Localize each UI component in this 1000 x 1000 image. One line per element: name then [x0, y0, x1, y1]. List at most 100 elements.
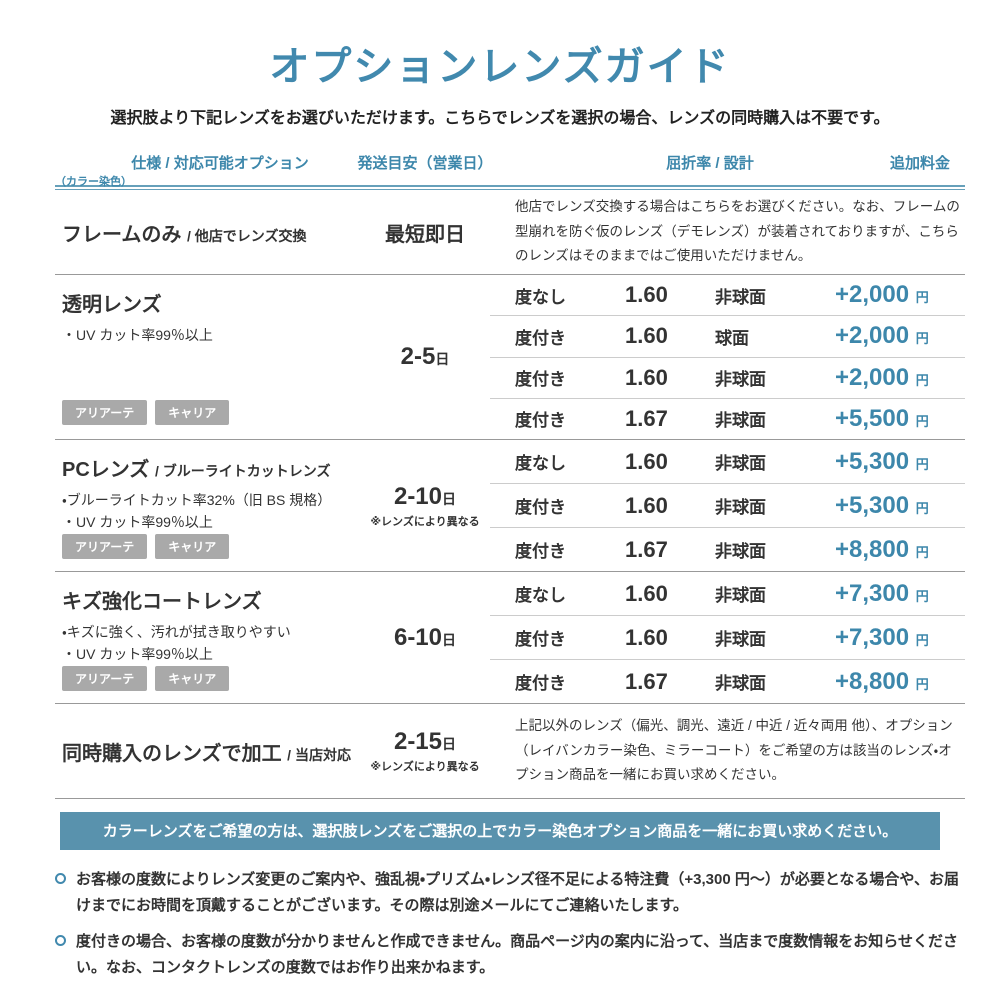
spec-cell: 透明レンズ ・UV カット率99％以上 アリアーテ キャリア	[55, 275, 360, 439]
column-header-spec-label: 仕様 / 対応可能オプション	[131, 155, 309, 172]
price-unit: 円	[915, 290, 929, 306]
shipping-cell: 2-15日 ※レンズにより異なる	[360, 704, 490, 798]
shipping-cell: 最短即日	[360, 190, 490, 274]
rx-type: 度付き	[515, 498, 566, 517]
spec-cell: キズ強化コートレンズ ・キズに強く、汚れが拭き取りやすい ・UV カット率99％…	[55, 572, 360, 703]
refractive-index: 1.67	[625, 536, 668, 562]
feature-item: ・ブルーライトカット率32%（旧 BS 規格）	[62, 492, 332, 508]
feature-item: ・キズに強く、汚れが拭き取りやすい	[62, 624, 291, 640]
circle-bullet-icon	[55, 935, 66, 946]
price-amount: +7,300	[835, 579, 910, 607]
refractive-index: 1.60	[625, 492, 668, 518]
section-name: PCレンズ	[62, 459, 150, 481]
badge-caria: キャリア	[155, 400, 230, 425]
shipping-days: 6-10	[393, 623, 443, 651]
shipping-time: 6-10日	[394, 624, 456, 652]
price-amount: +8,800	[835, 535, 910, 563]
price: +2,000 円	[835, 281, 929, 309]
section-title: キズ強化コートレンズ	[62, 585, 360, 614]
footnote-item: お客様の度数によりレンズ変更のご案内や、強乱視・プリズム・レンズ径不足による特注…	[55, 867, 965, 918]
option-row: 度なし 1.60 非球面 +7,300 円	[490, 572, 965, 616]
section-scratch-coat-lens: キズ強化コートレンズ ・キズに強く、汚れが拭き取りやすい ・UV カット率99％…	[55, 572, 965, 704]
price-amount: +5,300	[835, 491, 910, 519]
rx-type: 度なし	[515, 287, 566, 307]
lens-design: 非球面	[715, 411, 766, 431]
feature-list: ・UV カット率99％以上	[62, 324, 360, 346]
circle-bullet-icon	[55, 873, 66, 884]
page-title: オプションレンズガイド	[269, 45, 731, 89]
section-name-sub: / 他店でレンズ交換	[186, 227, 307, 244]
column-header-shipping: 発送目安（営業日）	[357, 155, 493, 172]
section-description-text: 他店でレンズ交換する場合はこちらをお選びください。なお、フレームの型崩れを防ぐ仮…	[515, 198, 960, 264]
price-unit: 円	[915, 632, 929, 648]
section-description-text: 上記以外のレンズ（偏光、調光、遠近 / 中近 / 近々両用 他）、オプション（レ…	[515, 717, 953, 783]
price-unit: 円	[915, 676, 929, 692]
price: +2,000 円	[835, 322, 929, 350]
shipping-days: 2-15	[393, 728, 443, 755]
column-header-index-design: 屈折率 / 設計	[666, 155, 754, 172]
color-lens-banner: カラーレンズをご希望の方は、選択肢レンズをご選択の上でカラー染色オプション商品を…	[60, 812, 940, 850]
lens-design: 非球面	[715, 542, 766, 561]
lens-design: 非球面	[715, 630, 766, 649]
section-title: PCレンズ / ブルーライトカットレンズ	[62, 453, 360, 482]
column-header-spec-note: （カラー染色）	[55, 176, 132, 188]
section-pc-lens: PCレンズ / ブルーライトカットレンズ ・ブルーライトカット率32%（旧 BS…	[55, 440, 965, 572]
rx-type: 度付き	[515, 542, 566, 561]
refractive-index: 1.60	[625, 364, 668, 390]
badge-caria: キャリア	[155, 533, 230, 559]
shipping-cell: 2-10日 ※レンズにより異なる	[360, 440, 490, 571]
shipping-cell: 6-10日	[360, 572, 490, 703]
price-amount: +2,000	[835, 363, 910, 391]
shipping-note: ※レンズにより異なる	[370, 761, 480, 773]
rx-type: 度なし	[515, 586, 566, 605]
price-unit: 円	[915, 544, 929, 560]
spec-cell: 同時購入のレンズで加工 / 当店対応	[55, 704, 360, 798]
section-title: 透明レンズ	[62, 288, 360, 317]
shipping-unit: 日	[442, 490, 457, 507]
option-rows: 度なし 1.60 非球面 +7,300 円 度付き 1.60 非球面 +7,30…	[490, 572, 965, 703]
refractive-index: 1.67	[625, 668, 668, 694]
table-header-row: 仕様 / 対応可能オプション （カラー染色） 発送目安（営業日） 屈折率 / 設計…	[55, 152, 965, 188]
section-name-sub: / 当店対応	[287, 746, 351, 763]
price-amount: +8,800	[835, 667, 910, 695]
footnote-list: お客様の度数によりレンズ変更のご案内や、強乱視・プリズム・レンズ径不足による特注…	[55, 867, 965, 980]
column-header-spec: 仕様 / 対応可能オプション （カラー染色）	[55, 152, 385, 200]
price-amount: +5,300	[835, 447, 910, 475]
column-header-price: 追加料金	[889, 155, 950, 172]
spec-cell: フレームのみ / 他店でレンズ交換	[55, 190, 360, 274]
price-amount: +7,300	[835, 623, 910, 651]
shipping-days: 2-5	[400, 343, 436, 370]
option-row: 度付き 1.60 非球面 +5,300 円	[490, 484, 965, 528]
feature-item: ・UV カット率99％以上	[62, 327, 213, 343]
shipping-unit: 日	[442, 736, 457, 752]
price-amount: +2,000	[835, 322, 910, 350]
price-amount: +5,500	[835, 404, 910, 432]
feature-item: ・UV カット率99％以上	[62, 514, 213, 531]
price: +8,800 円	[835, 668, 929, 696]
price-unit: 円	[915, 413, 929, 429]
rx-type: 度なし	[515, 454, 566, 473]
badge-list: アリアーテ キャリア	[62, 533, 360, 559]
rx-type: 度付き	[515, 411, 566, 431]
refractive-index: 1.60	[625, 323, 668, 349]
price-unit: 円	[915, 372, 929, 388]
shipping-time: 2-5日	[401, 343, 450, 371]
refractive-index: 1.60	[625, 282, 668, 308]
price: +5,300 円	[835, 448, 929, 476]
feature-list: ・ブルーライトカット率32%（旧 BS 規格） ・UV カット率99％以上	[62, 489, 360, 534]
rx-type: 度付き	[515, 630, 566, 649]
option-row: 度付き 1.60 球面 +2,000 円	[490, 316, 965, 358]
lens-design: 非球面	[715, 287, 766, 307]
rx-type: 度付き	[515, 328, 566, 348]
option-rows: 度なし 1.60 非球面 +2,000 円 度付き 1.60 球面 +2,000…	[490, 275, 965, 439]
price: +2,000 円	[835, 364, 929, 392]
refractive-index: 1.60	[625, 580, 668, 606]
option-row: 度付き 1.60 非球面 +7,300 円	[490, 616, 965, 660]
price: +7,300 円	[835, 624, 929, 652]
shipping-note: ※レンズにより異なる	[370, 515, 480, 528]
badge-ariaate: アリアーテ	[62, 533, 148, 559]
shipping-unit: 日	[442, 631, 457, 648]
price: +8,800 円	[835, 536, 929, 564]
section-name: フレームのみ	[62, 223, 182, 246]
lens-design: 非球面	[715, 454, 766, 473]
